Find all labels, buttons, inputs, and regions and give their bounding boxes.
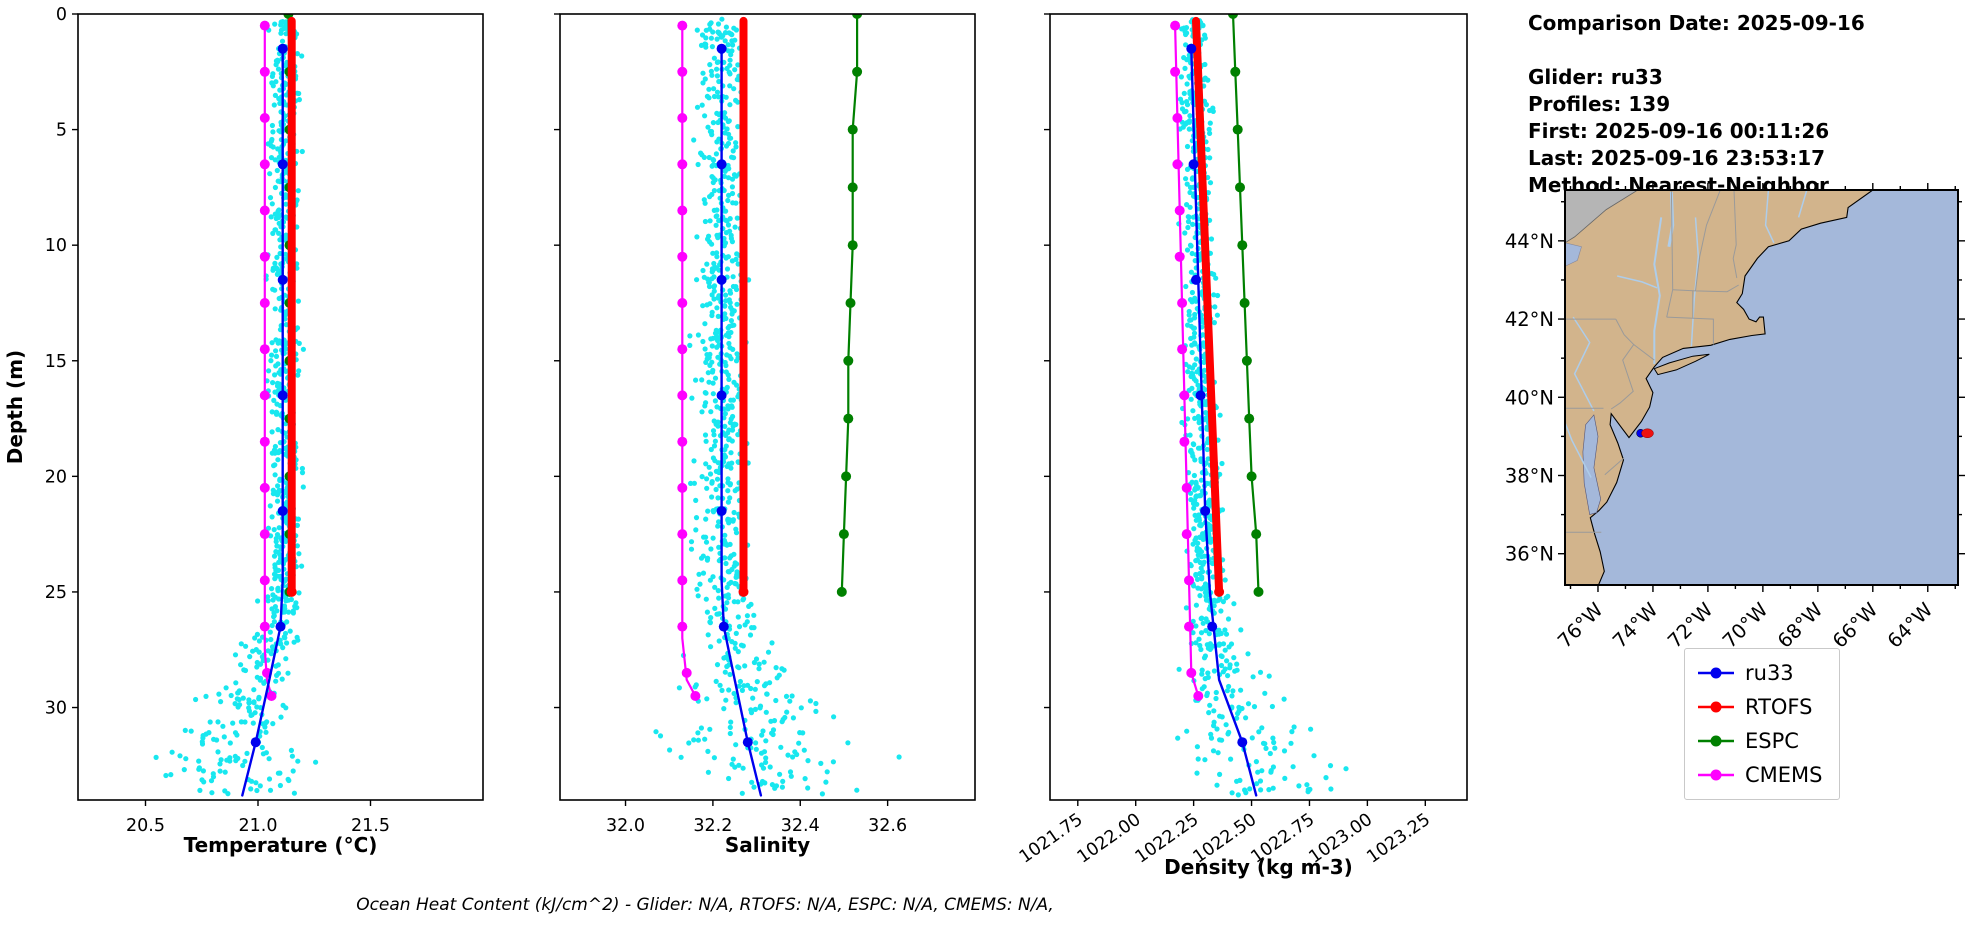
salinity-glider-scatter-points — [653, 16, 902, 797]
location-map: 76°W 74°W 72°W 70°W 68°W 66°W 64°W 44°N 42°N 40°N… — [1505, 183, 1965, 650]
river — [1764, 190, 1775, 244]
profiles-count-label: Profiles: 139 — [1528, 92, 1671, 116]
state-border — [1666, 316, 1714, 345]
temperature-series-RTOFS — [286, 16, 297, 597]
density-series-CMEMS — [1170, 20, 1204, 701]
cmems-legend-marker — [1698, 769, 1734, 781]
svg-text:0: 0 — [56, 5, 67, 25]
svg-text:38°N: 38°N — [1505, 464, 1554, 487]
legend-item-espc: ESPC — [1697, 729, 1823, 753]
density-profile-chart: 1021.751022.001022.251022.501022.751023.… — [1016, 13, 1468, 879]
legend-label-cmems: CMEMS — [1745, 763, 1823, 787]
land-us-east-coast — [1565, 190, 1874, 585]
ocean-heat-content-caption: Ocean Heat Content (kJ/cm^2) - Glider: N… — [356, 895, 1054, 915]
state-border — [1666, 190, 1674, 318]
svg-text:Depth (m): Depth (m) — [3, 350, 27, 464]
legend-label-espc: ESPC — [1745, 729, 1799, 753]
river — [1797, 190, 1808, 218]
ru33-legend-marker — [1698, 667, 1734, 679]
svg-text:40°N: 40°N — [1505, 386, 1554, 409]
glider-location-marker — [1636, 428, 1654, 439]
map-body — [1565, 190, 1958, 585]
legend-item-cmems: CMEMS — [1697, 763, 1823, 787]
salinity-profile-chart: 32.0 32.2 32.4 32.6 Salinity — [554, 13, 976, 857]
svg-text:25: 25 — [45, 583, 67, 603]
state-border — [1695, 190, 1721, 291]
salinity-series-CMEMS — [677, 20, 701, 701]
temperature-series-ru33 — [241, 43, 288, 797]
rtofs-legend-marker — [1698, 701, 1734, 713]
river — [1572, 316, 1595, 412]
svg-text:44°N: 44°N — [1505, 230, 1554, 253]
legend-label-ru33: ru33 — [1745, 661, 1794, 685]
legend: ru33 RTOFS ESPC CMEMS — [1684, 648, 1840, 800]
legend-item-rtofs: RTOFS — [1697, 695, 1823, 719]
svg-text:1022.00: 1022.00 — [1074, 810, 1145, 868]
comparison-date-label: Comparison Date: 2025-09-16 — [1528, 11, 1865, 35]
state-border — [1672, 284, 1739, 293]
svg-text:32.6: 32.6 — [868, 816, 907, 836]
land-canada — [1565, 190, 1639, 244]
temperature-profile-chart: 20.5 21.0 21.5 0 5 10 15 20 25 30 Temperature (°C)… — [3, 5, 484, 857]
svg-text:32.0: 32.0 — [606, 816, 645, 836]
river — [1617, 275, 1658, 289]
svg-text:15: 15 — [45, 352, 67, 372]
svg-text:20.5: 20.5 — [126, 816, 165, 836]
svg-text:1023.25: 1023.25 — [1363, 810, 1434, 868]
svg-text:21.5: 21.5 — [351, 816, 390, 836]
river — [1565, 422, 1592, 478]
long-island — [1653, 353, 1710, 376]
lake-ontario — [1565, 242, 1582, 267]
svg-text:42°N: 42°N — [1505, 308, 1554, 331]
temperature-axes: 20.5 21.0 21.5 0 5 10 15 20 25 30 Temperature (°C)… — [3, 5, 484, 857]
svg-text:5: 5 — [56, 121, 67, 141]
svg-text:20: 20 — [45, 467, 67, 487]
svg-text:21.0: 21.0 — [239, 816, 278, 836]
info-spacer — [1528, 37, 1865, 64]
density-series-RTOFS — [1192, 16, 1225, 597]
svg-text:74°W: 74°W — [1608, 598, 1662, 650]
svg-text:Salinity: Salinity — [725, 833, 810, 857]
svg-text:64°W: 64°W — [1883, 598, 1937, 650]
state-border — [1610, 318, 1635, 410]
river — [1690, 217, 1700, 347]
state-border — [1604, 457, 1625, 476]
legend-label-rtofs: RTOFS — [1745, 695, 1813, 719]
salinity-series-ru33 — [716, 43, 763, 797]
salinity-series-RTOFS — [738, 16, 749, 597]
chesapeake-bay — [1582, 414, 1602, 515]
last-profile-label: Last: 2025-09-16 23:53:17 — [1528, 146, 1826, 170]
density-series-ESPC — [1228, 14, 1264, 597]
temperature-series-CMEMS — [259, 20, 277, 701]
state-border — [1633, 344, 1655, 361]
svg-text:70°W: 70°W — [1718, 598, 1772, 650]
svg-text:1021.75: 1021.75 — [1016, 810, 1087, 868]
svg-text:72°W: 72°W — [1663, 598, 1717, 650]
svg-text:10: 10 — [45, 236, 67, 256]
first-profile-label: First: 2025-09-16 00:11:26 — [1528, 119, 1830, 143]
legend-item-ru33: ru33 — [1697, 661, 1823, 685]
svg-text:32.4: 32.4 — [781, 816, 820, 836]
svg-text:Temperature (°C): Temperature (°C) — [184, 833, 378, 857]
river — [1653, 217, 1663, 364]
svg-text:66°W: 66°W — [1828, 598, 1882, 650]
svg-text:Density (kg m-3): Density (kg m-3) — [1164, 855, 1353, 879]
espc-legend-marker — [1698, 735, 1734, 747]
glider-label: Glider: ru33 — [1528, 65, 1663, 89]
svg-text:30: 30 — [45, 699, 67, 719]
salinity-series-ESPC — [836, 14, 863, 597]
svg-text:36°N: 36°N — [1505, 543, 1554, 566]
state-border — [1732, 190, 1738, 279]
svg-text:76°W: 76°W — [1553, 598, 1607, 650]
svg-text:32.2: 32.2 — [693, 816, 732, 836]
svg-text:68°W: 68°W — [1773, 598, 1827, 650]
density-series-ru33 — [1186, 43, 1258, 797]
salinity-axes: 32.0 32.2 32.4 32.6 Salinity — [554, 13, 976, 857]
